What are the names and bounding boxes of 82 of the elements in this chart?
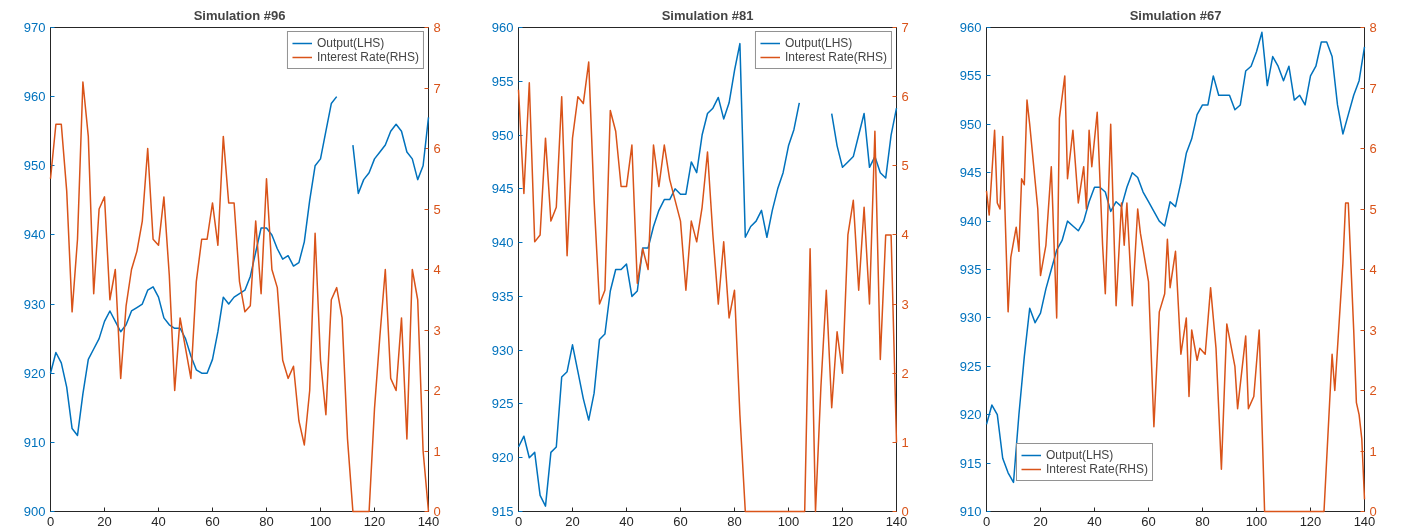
y2-tick-label: 4	[1369, 262, 1377, 277]
y2-tick-label: 7	[433, 80, 441, 96]
y-tick-label: 950	[959, 116, 982, 132]
y-tick-label: 940	[959, 213, 982, 229]
y2-tick-label: 8	[1369, 20, 1377, 35]
y-tick-label: 920	[23, 365, 46, 381]
y2-tick-label: 7	[901, 20, 909, 35]
y2-tick-label: 6	[1369, 141, 1377, 156]
y2-tick-label: 1	[433, 443, 441, 459]
y2-tick-label: 5	[1369, 201, 1377, 217]
y2-tick-label: 3	[1369, 322, 1377, 338]
y-tick-label: 945	[491, 181, 514, 197]
y-tick-label: 910	[959, 504, 982, 519]
chart-title: Simulation #67	[1129, 7, 1222, 23]
y-tick-label: 925	[959, 358, 982, 374]
y2-tick-label: 4	[433, 262, 441, 277]
x-tick-label: 40	[151, 513, 166, 529]
y-tick-label: 955	[959, 68, 982, 84]
y-tick-label: 950	[23, 158, 46, 174]
y2-tick-label: 3	[433, 322, 441, 338]
x-tick-label: 0	[46, 513, 55, 529]
y-tick-label: 930	[491, 342, 514, 358]
x-tick-label: 60	[205, 513, 220, 529]
y-tick-label: 940	[23, 227, 46, 243]
legend-label: Interest Rate(RHS)	[784, 50, 887, 64]
y-tick-label: 900	[23, 504, 46, 519]
y-tick-label: 915	[491, 504, 514, 519]
y-tick-label: 950	[491, 127, 514, 143]
y-tick-label: 970	[23, 20, 46, 35]
x-tick-label: 20	[97, 513, 112, 529]
y-tick-label: 960	[959, 20, 982, 35]
legend-label: Output(LHS)	[784, 36, 853, 50]
legend-label: Output(LHS)	[1046, 448, 1114, 462]
y2-tick-label: 8	[433, 20, 441, 35]
x-tick-label: 80	[727, 513, 742, 529]
x-tick-label: 20	[565, 513, 580, 529]
y2-tick-label: 2	[1369, 383, 1377, 398]
x-tick-label: 100	[1245, 513, 1268, 529]
x-tick-label: 120	[363, 513, 386, 529]
x-tick-label: 80	[259, 513, 274, 529]
y2-tick-label: 3	[901, 296, 909, 312]
y-tick-label: 920	[959, 407, 982, 423]
y-tick-label: 935	[959, 262, 982, 277]
x-tick-label: 120	[1299, 513, 1322, 529]
y-tick-label: 960	[23, 89, 46, 105]
y-tick-label: 920	[491, 450, 514, 466]
x-tick-label: 120	[831, 513, 854, 529]
x-tick-label: 100	[309, 513, 332, 529]
x-tick-label: 60	[1141, 513, 1156, 529]
y2-tick-label: 4	[901, 227, 909, 243]
y-tick-label: 930	[23, 296, 46, 312]
y2-tick-label: 2	[901, 365, 909, 381]
y2-tick-label: 6	[901, 89, 909, 105]
legend-label: Interest Rate(RHS)	[316, 50, 419, 64]
x-tick-label: 60	[673, 513, 688, 529]
y2-tick-label: 2	[433, 383, 441, 398]
y2-tick-label: 5	[433, 201, 441, 217]
chart-title: Simulation #81	[661, 7, 754, 23]
y2-tick-label: 1	[1369, 443, 1377, 459]
chart-title: Simulation #96	[193, 7, 286, 23]
y-tick-label: 960	[491, 20, 514, 35]
x-tick-label: 0	[982, 513, 991, 529]
y-tick-label: 910	[23, 434, 46, 450]
y2-tick-label: 5	[901, 158, 909, 174]
y-tick-label: 955	[491, 73, 514, 89]
y-tick-label: 925	[491, 396, 514, 412]
legend-label: Interest Rate(RHS)	[1046, 462, 1149, 476]
y2-tick-label: 1	[901, 434, 909, 450]
x-tick-label: 0	[514, 513, 523, 529]
y-tick-label: 945	[959, 165, 982, 181]
x-tick-label: 40	[619, 513, 634, 529]
y-tick-label: 935	[491, 288, 514, 304]
x-tick-label: 100	[777, 513, 800, 529]
y2-tick-label: 6	[433, 141, 441, 156]
legend-label: Output(LHS)	[316, 36, 385, 50]
y-tick-label: 915	[959, 455, 982, 471]
y-tick-label: 940	[491, 235, 514, 251]
x-tick-label: 20	[1033, 513, 1048, 529]
y-tick-label: 930	[959, 310, 982, 326]
x-tick-label: 40	[1087, 513, 1102, 529]
y2-tick-label: 7	[1369, 80, 1377, 96]
x-tick-label: 80	[1195, 513, 1210, 529]
